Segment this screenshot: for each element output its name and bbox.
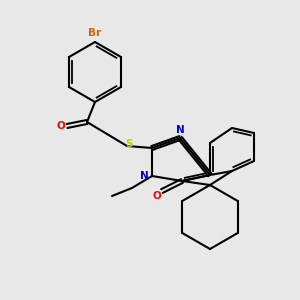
Text: O: O bbox=[153, 191, 161, 201]
Text: Br: Br bbox=[88, 28, 102, 38]
Text: S: S bbox=[125, 139, 133, 149]
Text: N: N bbox=[140, 171, 148, 181]
Text: O: O bbox=[57, 121, 65, 131]
Text: N: N bbox=[176, 125, 184, 135]
